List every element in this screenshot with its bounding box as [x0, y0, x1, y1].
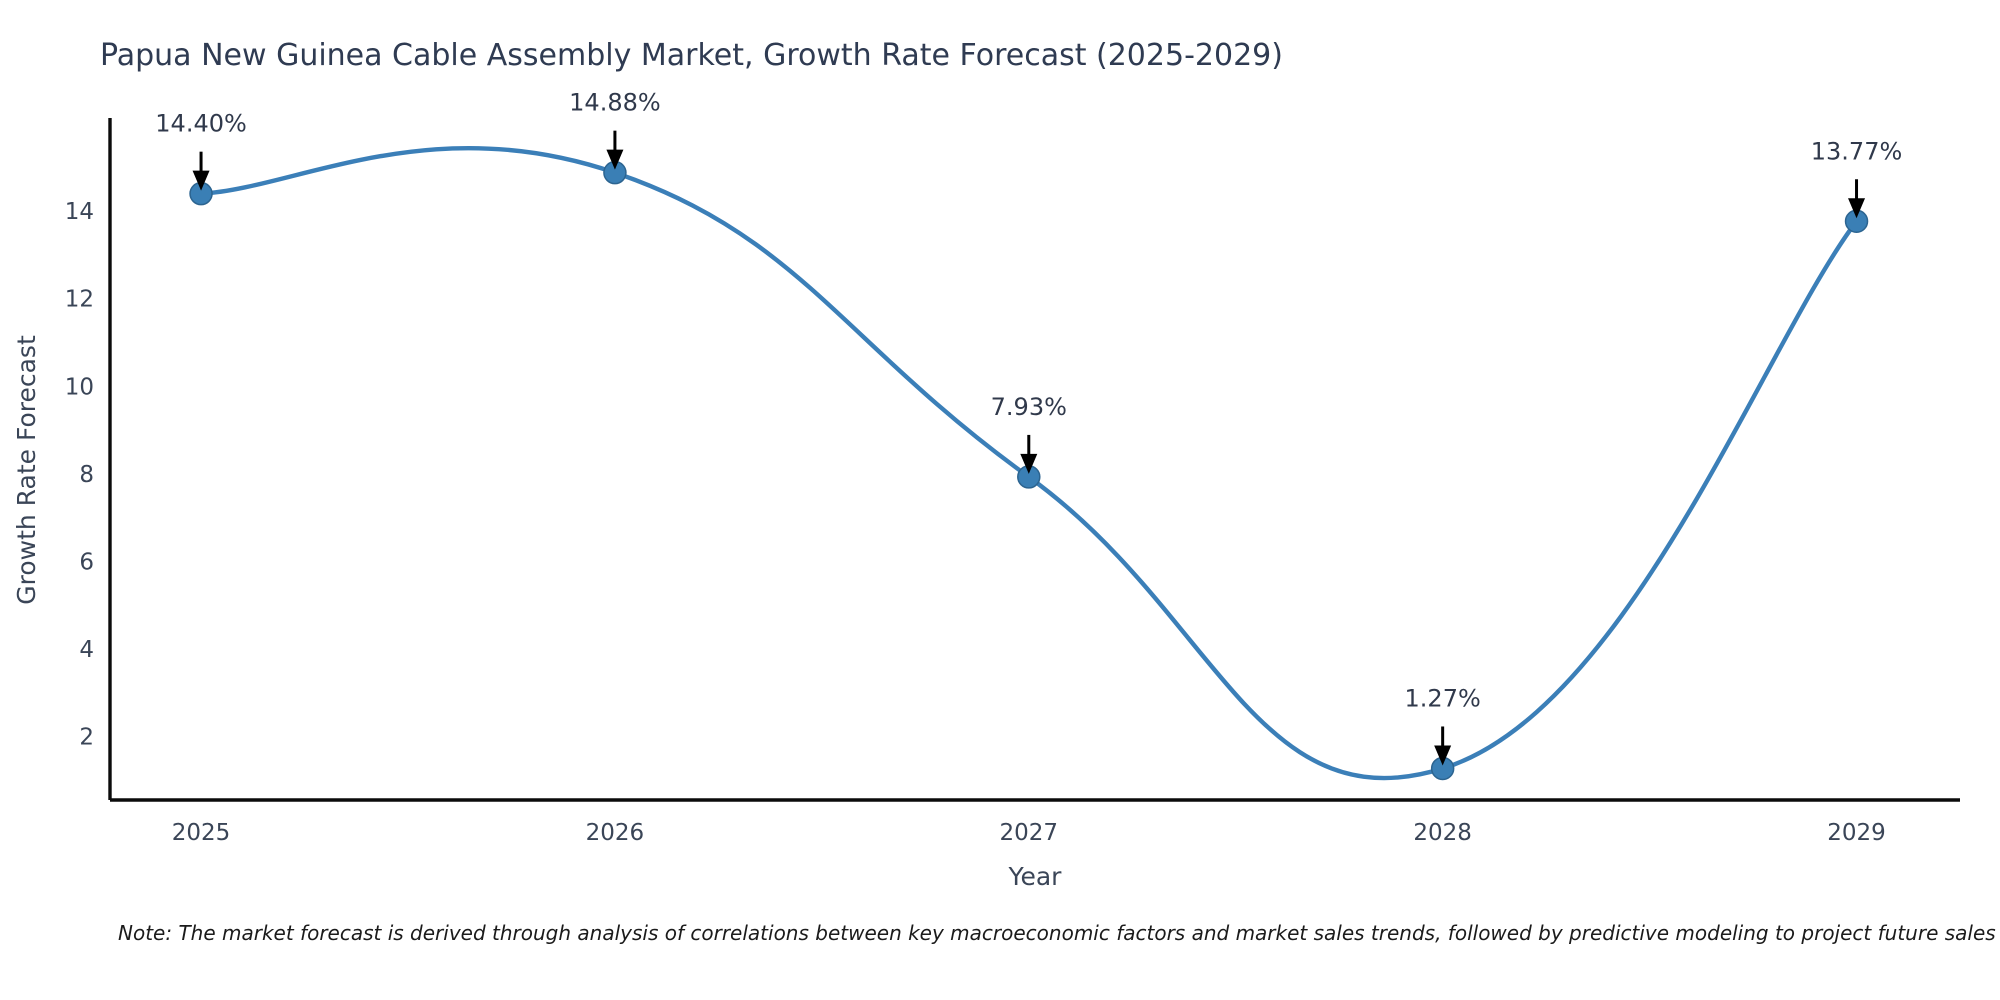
x-axis-title: Year — [1008, 862, 1063, 891]
chart-footnote: Note: The market forecast is derived thr… — [118, 921, 1996, 945]
y-axis-title: Growth Rate Forecast — [12, 335, 41, 605]
data-point-label: 1.27% — [1405, 684, 1481, 712]
forecast-line-series — [198, 145, 1859, 781]
data-point-label: 14.40% — [155, 110, 247, 138]
x-axis-tick-group: 2025 2026 2027 2028 2029 — [172, 820, 1886, 846]
data-point-label: 14.88% — [569, 89, 661, 117]
x-axis-tick-label: 2026 — [586, 820, 645, 846]
y-axis-tick-label: 2 — [79, 725, 94, 751]
annotation-arrow-head — [192, 170, 210, 191]
annotation-arrow-head — [1848, 198, 1866, 219]
y-axis-tick-label: 6 — [79, 549, 94, 575]
y-axis-tick-label: 10 — [65, 374, 94, 400]
annotation-arrow-head — [606, 149, 624, 170]
chart-title: Papua New Guinea Cable Assembly Market, … — [100, 38, 1283, 73]
x-axis-tick-label: 2029 — [1827, 820, 1886, 846]
y-axis-tick-label: 12 — [65, 287, 94, 313]
x-axis-tick-label: 2028 — [1413, 820, 1472, 846]
x-axis-tick-label: 2025 — [172, 820, 231, 846]
y-axis-tick-group: 2 4 6 8 10 12 14 — [65, 199, 94, 750]
x-axis-tick-label: 2027 — [1000, 820, 1059, 846]
data-label-annotation-group: 14.40% 14.88% 7.93% 1.27% 13.77% — [155, 89, 1902, 766]
data-point-marker-group — [189, 160, 1869, 781]
y-axis-tick-label: 14 — [65, 199, 94, 225]
y-axis-tick-label: 8 — [79, 462, 94, 488]
y-axis-tick-label: 4 — [79, 637, 94, 663]
data-point-label: 13.77% — [1811, 137, 1903, 165]
annotation-arrow-head — [1020, 453, 1038, 474]
data-point-label: 7.93% — [991, 393, 1067, 421]
annotation-arrow-head — [1434, 745, 1452, 766]
